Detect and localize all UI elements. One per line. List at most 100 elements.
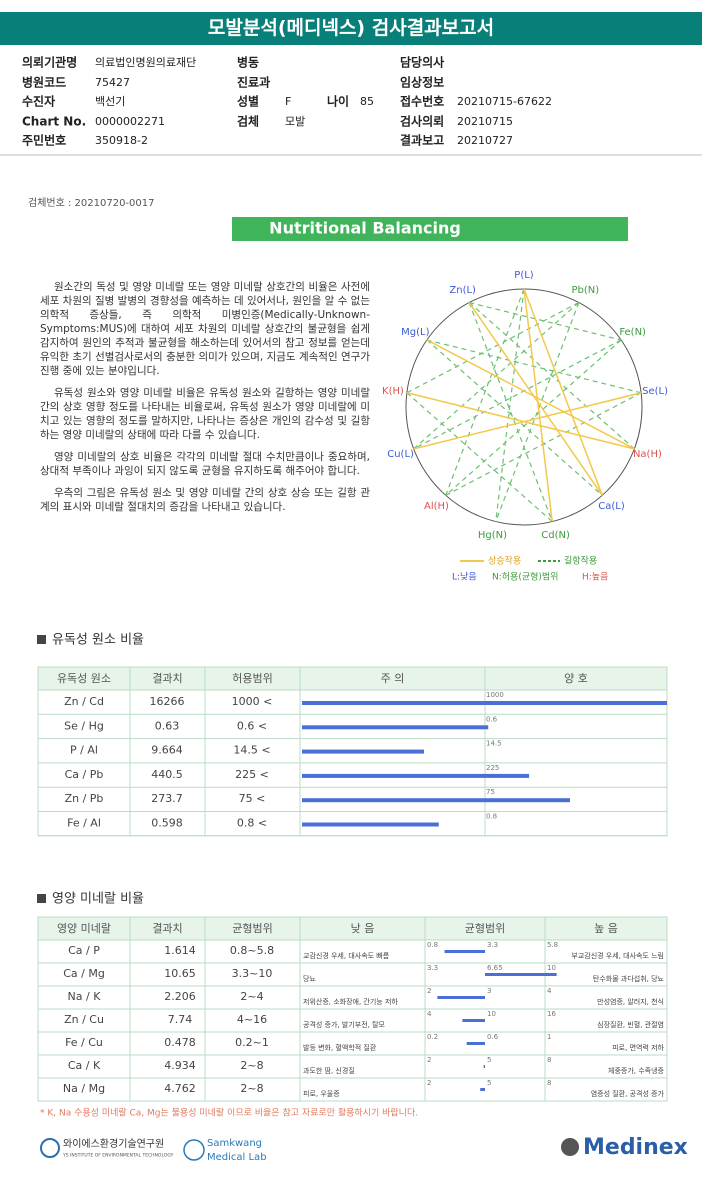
row-value: 440.5 [151,768,183,781]
synergy-line [468,302,603,496]
wheel-node: Se(L) [642,386,668,397]
scale-mid: 5 [487,1079,491,1087]
info-value: 75427 [95,76,130,89]
legend-text: N:허용(균형)범위 [492,572,558,583]
info-label: 수진자 [22,94,55,109]
row-value: 0.598 [151,817,183,830]
ys-logo [40,1138,60,1158]
balance-bar [485,973,557,976]
ratio-bar [302,773,530,778]
row-value: 4.934 [164,1059,196,1072]
specimen-number: 검체번호 : 20210720-0017 [28,197,154,209]
info-label: 주민번호 [22,133,66,148]
row-value: 0.63 [155,719,180,732]
wheel-node: Na(H) [633,449,662,460]
legend-text: L:낮음 [452,572,477,583]
antagonism-line [426,339,603,496]
wheel-node: Cu(L) [387,449,414,460]
row-limit: 14.5 < [233,744,270,757]
balance-bar [480,1088,485,1091]
antagonism-line [445,288,525,496]
row-value: 2.206 [164,990,196,1003]
info-value: 85 [360,95,374,108]
low-text: 공격성 증가, 발기부전, 탈모 [303,1020,386,1029]
info-label: 검사의뢰 [400,114,444,129]
medinex-logo [561,1138,579,1156]
limit-marker: 14.5 [486,740,502,748]
wheel-node: Pb(N) [572,285,600,296]
info-value: 350918-2 [95,134,148,147]
antagonism-line [413,339,622,450]
table-header: 높 음 [594,922,618,935]
synergy-line [426,339,635,450]
row-name: Na / K [68,990,102,1003]
table-header: 낮 음 [351,922,375,935]
high-text: 체중증가, 수족냉증 [608,1066,665,1075]
row-value: 10.65 [164,967,196,980]
antagonism-line [495,302,580,522]
balance-bar [466,1042,485,1045]
row-value: 273.7 [151,792,183,805]
info-value: F [285,95,291,108]
paragraph: 영양 미네랄의 상호 비율은 각각의 미네랄 절대 수치만큼이나 중요하며, 상… [40,451,370,477]
info-value: 20210715-67622 [457,95,552,108]
wheel-node: Ca(L) [598,501,625,512]
scale-high: 8 [547,1079,551,1087]
sml-logo [183,1139,205,1161]
table-header-bg [38,917,667,940]
table-header: 결과치 [152,922,182,935]
table-header: 유독성 원소 [57,672,111,685]
row-limit: 0.6 < [237,719,267,732]
limit-marker: 75 [486,788,495,796]
high-text: 심장질환, 빈혈, 관절염 [597,1020,664,1029]
scale-low: 0.2 [427,1033,438,1041]
scale-mid: 6.65 [487,964,503,972]
logo-text: YS INSTITUTE OF ENVIRONMENTAL TECHNOLOGY [62,1153,174,1159]
info-label: 임상정보 [400,75,444,90]
legend-text: 길항작용 [564,556,597,567]
low-text: 저위산증, 소화장애, 간기능 저하 [303,997,398,1006]
row-name: Zn / Cu [64,1013,104,1026]
info-value: 20210727 [457,134,513,147]
logo-text: 와이에스환경기술연구원 [63,1137,164,1150]
scale-high: 8 [547,1056,551,1064]
wheel-node: Zn(L) [449,285,476,296]
banner-bg [232,217,628,241]
row-range: 3.3~10 [232,967,273,980]
info-value: 모발 [285,115,305,128]
synergy-line [523,288,603,496]
info-value: 20210715 [457,115,513,128]
scale-low: 2 [427,1079,431,1087]
row-name: Fe / Cu [65,1036,103,1049]
ratio-bar [302,749,424,754]
description: 원소간의 독성 및 영양 미네랄 또는 영양 미네랄 상호간의 비율은 사전에 … [40,280,370,522]
low-text: 당뇨 [303,974,316,983]
row-limit: 1000 < [232,695,273,708]
antagonism-line [495,288,525,522]
synergy-line [406,392,635,450]
legend-text: H:높음 [582,572,608,583]
row-name: Zn / Pb [65,792,104,805]
row-value: 16266 [150,695,185,708]
paragraph: 우측의 그림은 유독성 원소 및 영양 미네랄 간의 상호 상승 또는 길항 관… [40,487,370,513]
table-header: 주 의 [381,672,405,685]
footnote: * K, Na 수용성 미네랄 Ca, Mg는 불용성 미네랄 이므로 비율은 … [40,1107,418,1119]
table-header: 양 호 [564,672,588,685]
balance-bar [437,996,485,999]
table-header-bg [38,667,667,690]
row-name: Fe / Al [67,817,101,830]
table-header: 허용범위 [232,672,272,685]
synergy-line [523,288,553,522]
info-label: Chart No. [22,115,86,129]
row-limit: 225 < [235,768,269,781]
ratio-bar [302,725,489,730]
balance-bar [462,1019,485,1022]
row-range: 2~8 [240,1082,263,1095]
antagonism-line [468,302,635,450]
banner-title: Nutritional Balancing [269,219,461,238]
scale-mid: 3 [487,987,491,995]
wheel-node: Hg(N) [478,530,507,541]
limit-marker: 0.8 [486,813,497,821]
section-icon [37,635,46,644]
scale-mid: 5 [487,1056,491,1064]
